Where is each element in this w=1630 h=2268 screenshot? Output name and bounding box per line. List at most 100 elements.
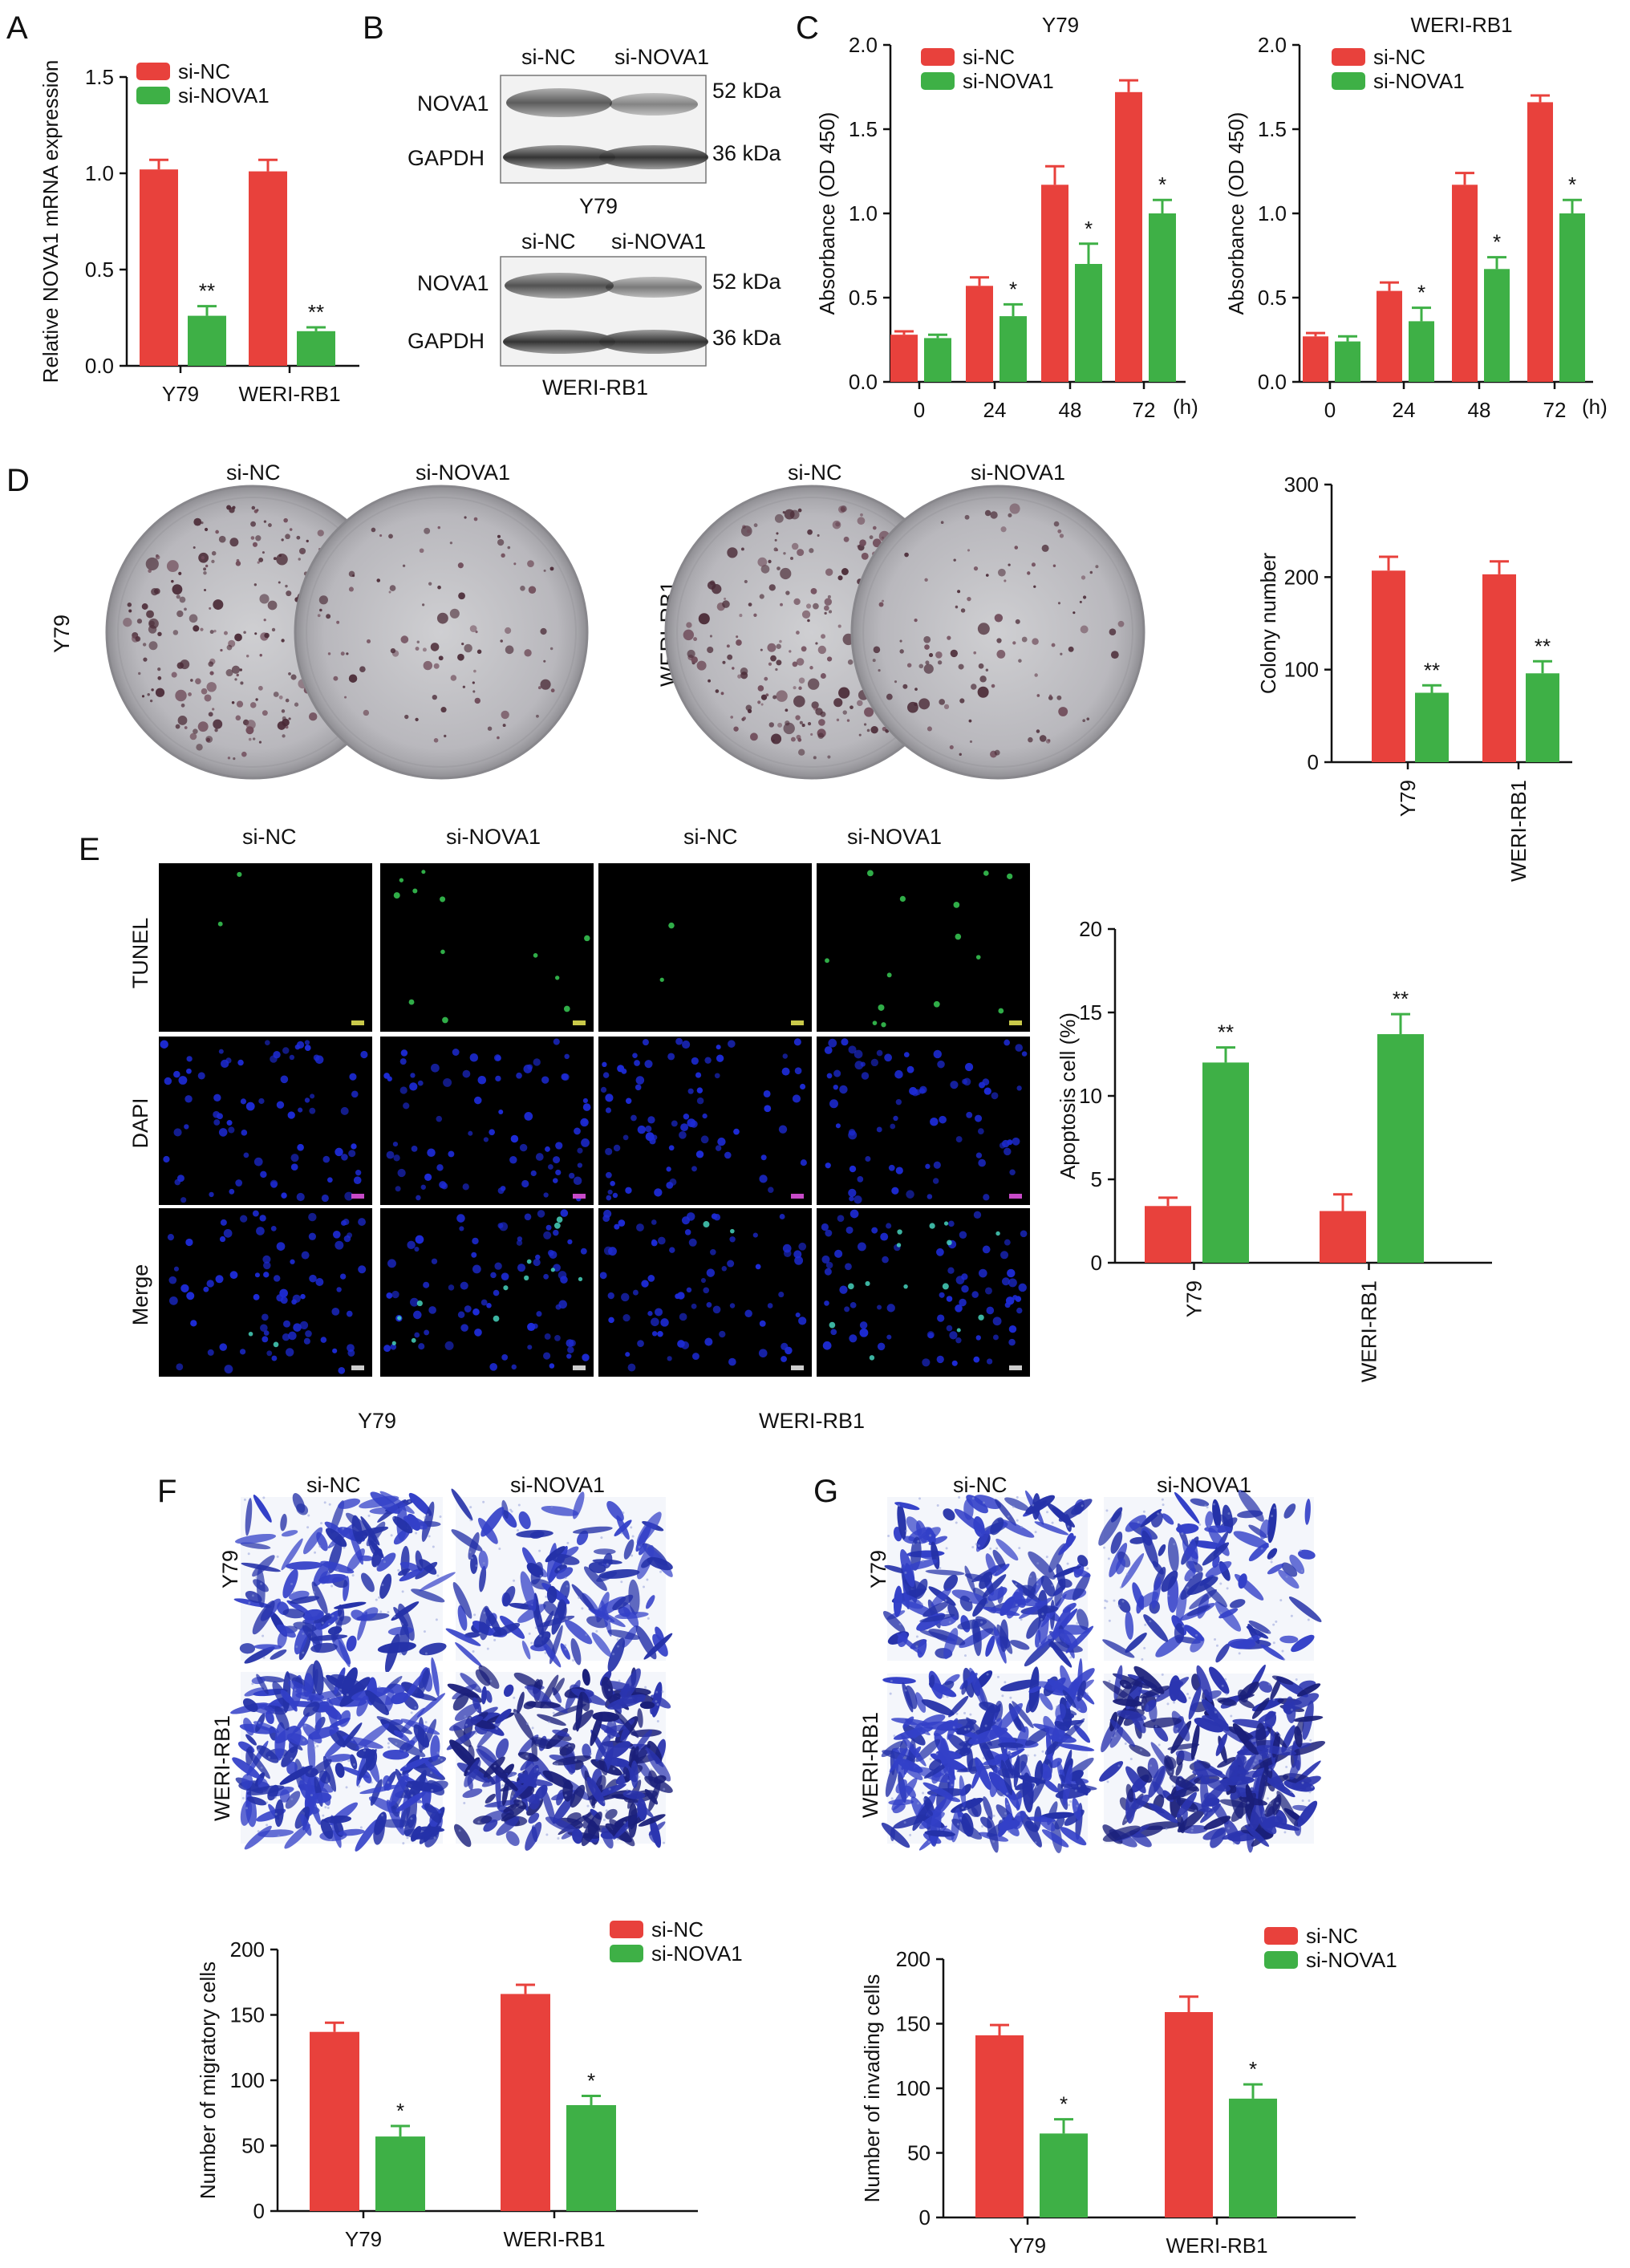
stained-cell <box>586 1616 608 1629</box>
stained-cell <box>1215 1643 1230 1663</box>
colony-dot <box>262 710 268 716</box>
membrane-pore <box>552 1711 555 1714</box>
membrane-pore <box>948 1621 951 1624</box>
colony-dot <box>255 535 262 542</box>
y-tick-label: 200 <box>896 1947 931 1971</box>
colony-dot <box>203 570 207 575</box>
tunel-positive-cell <box>273 1341 279 1348</box>
membrane-pore <box>1125 1572 1129 1576</box>
tunel-cell-line: Y79 <box>358 1409 396 1433</box>
colony-dot <box>197 721 209 732</box>
bar-si-nc <box>249 171 287 366</box>
membrane-pore <box>469 1519 472 1522</box>
stained-cell <box>1004 1497 1030 1511</box>
colony-dot <box>846 719 850 722</box>
stained-cell <box>513 1709 534 1741</box>
membrane-pore <box>1273 1507 1276 1510</box>
membrane-pore <box>1173 1701 1176 1704</box>
dapi-nucleus <box>655 1308 663 1317</box>
plate-label: si-NC <box>226 460 281 485</box>
stained-cell <box>1258 1816 1277 1835</box>
tunel-positive-cell <box>903 1284 908 1289</box>
colony-dot <box>1014 546 1019 550</box>
dapi-nucleus <box>241 1130 248 1136</box>
stained-cell <box>1175 1750 1195 1762</box>
dapi-nucleus <box>254 1272 260 1278</box>
tunel-positive-cell <box>865 1280 870 1286</box>
membrane-pore <box>568 1744 571 1747</box>
membrane-pore <box>539 1574 542 1577</box>
membrane-pore <box>980 1621 983 1624</box>
colony-dot <box>404 714 409 720</box>
colony-dot <box>779 639 782 643</box>
dapi-nucleus <box>782 1244 792 1253</box>
stained-cell <box>543 1601 558 1617</box>
stained-cell <box>417 1667 431 1698</box>
dapi-nucleus <box>519 1143 528 1152</box>
stained-cell <box>376 1716 413 1734</box>
stained-cell <box>379 1573 392 1599</box>
stained-cell <box>1072 1696 1088 1714</box>
colony-dot <box>145 557 159 571</box>
colony-dot <box>753 523 758 528</box>
colony-dot <box>722 600 730 608</box>
stained-cell <box>339 1676 351 1690</box>
membrane-pore <box>992 1840 995 1843</box>
colony-dot <box>1109 628 1117 636</box>
membrane-pore <box>1077 1708 1081 1711</box>
membrane-pore <box>1301 1799 1304 1802</box>
stained-cell <box>598 1758 608 1775</box>
dapi-nucleus <box>642 1039 649 1046</box>
tunel-positive-cell <box>848 1283 854 1290</box>
stained-cell <box>493 1622 521 1637</box>
dapi-nucleus <box>411 1145 418 1152</box>
dapi-nucleus <box>310 1093 315 1099</box>
dapi-nucleus <box>391 1290 399 1299</box>
stained-cell <box>288 1680 312 1698</box>
colony-dot <box>710 580 716 586</box>
colony-dot <box>259 654 262 657</box>
colony-dot <box>759 594 764 599</box>
dapi-nucleus <box>395 1186 401 1192</box>
stained-cell <box>377 1641 416 1653</box>
colony-dot <box>750 732 758 741</box>
colony-dot <box>767 643 776 652</box>
stained-cell <box>1054 1816 1065 1830</box>
colony-dot <box>776 532 779 535</box>
membrane-pore <box>889 1692 892 1695</box>
stained-cell <box>1294 1726 1303 1748</box>
dapi-nucleus <box>358 1265 367 1274</box>
dapi-nucleus <box>460 1324 468 1332</box>
tunel-positive-cell <box>896 1243 902 1248</box>
membrane-pore <box>996 1675 999 1678</box>
membrane-pore <box>426 1513 429 1516</box>
dapi-nucleus <box>224 1365 233 1373</box>
colony-dot <box>251 505 256 510</box>
stained-cell <box>481 1686 487 1705</box>
colony-dot <box>333 676 339 681</box>
colony-dot <box>433 663 440 669</box>
membrane-pore <box>353 1763 356 1766</box>
stained-cell <box>284 1824 310 1849</box>
membrane-pore <box>595 1629 598 1633</box>
dapi-nucleus <box>744 1309 752 1318</box>
membrane-pore <box>663 1841 666 1844</box>
stained-cell <box>1214 1601 1242 1632</box>
stained-cell <box>1248 1620 1271 1634</box>
membrane-pore <box>290 1798 294 1801</box>
colony-dot <box>501 710 509 720</box>
colony-dot <box>1080 625 1089 634</box>
membrane-pore <box>545 1595 548 1598</box>
stained-cell <box>1180 1572 1203 1601</box>
dapi-nucleus <box>602 1072 610 1078</box>
membrane-pore <box>1032 1503 1035 1507</box>
dapi-nucleus <box>986 1306 995 1315</box>
stained-cell <box>1151 1576 1162 1609</box>
colony-dot <box>776 659 782 666</box>
stained-cell <box>582 1743 592 1759</box>
membrane-pore <box>513 1711 517 1714</box>
y-tick-label: 0.0 <box>849 370 878 394</box>
colony-dot <box>1057 529 1062 534</box>
y-tick-label: 0.5 <box>85 258 114 282</box>
colony-dot <box>973 566 979 571</box>
